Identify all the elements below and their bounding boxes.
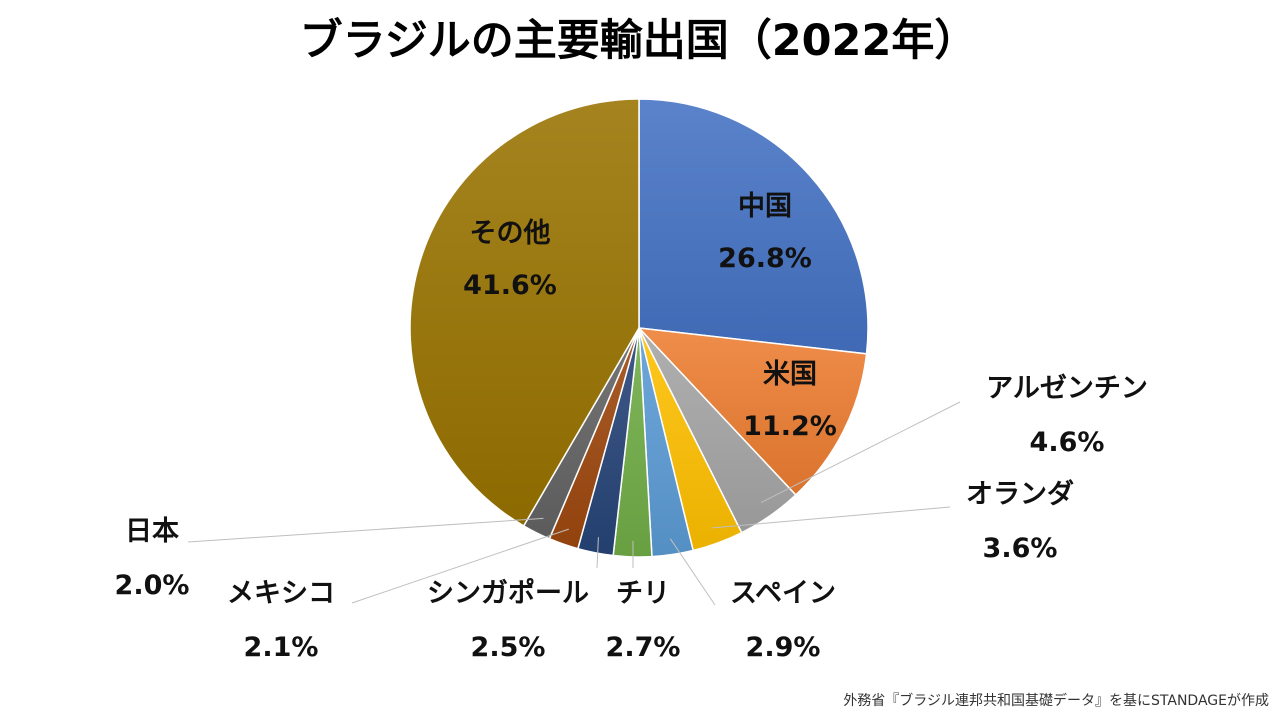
slice-5-value-label: 2.9% [746,632,821,663]
slice-7-value-label: 2.5% [471,632,546,663]
slice-5-category-label: スペイン [730,578,836,609]
slice-3-leader-line [760,401,961,504]
slice-2-wedge [637,327,868,496]
slice-1-wedge [638,98,869,355]
slice-3-value-label: 4.6% [1030,427,1105,458]
slice-9-value-label: 2.0% [115,570,190,601]
slice-10-category-label: その他 [470,218,551,249]
slice-10-wedge [409,98,640,527]
slice-6-category-label: チリ [616,578,670,609]
slice-9-category-label: 日本 [125,516,179,547]
slice-2-value-label: 11.2% [743,411,837,442]
slice-4-category-label: オランダ [966,478,1074,510]
chart-title: ブラジルの主要輸出国（2022年） [299,16,978,66]
slice-6-value-label: 2.7% [606,632,681,663]
slice-1-category-label: 中国 [738,191,792,222]
slice-5-leader-line [669,538,716,606]
slice-4-leader-line [712,506,951,529]
slice-7-leader-line [596,537,599,569]
slice-8-value-label: 2.1% [244,632,319,663]
slice-10-value-label: 41.6% [463,270,557,301]
slice-1-value-label: 26.8% [718,243,812,274]
slice-9-leader-line [187,517,544,543]
source-note: 外務省『ブラジル連邦共和国基礎データ』を基にSTANDAGEが作成 [843,693,1269,709]
slice-8-leader-line [351,528,569,604]
slice-2-category-label: 米国 [763,359,817,390]
slice-3-category-label: アルゼンチン [986,373,1148,404]
slice-7-category-label: シンガポール [427,578,589,609]
slice-4-value-label: 3.6% [983,533,1058,564]
slice-8-category-label: メキシコ [227,578,335,609]
